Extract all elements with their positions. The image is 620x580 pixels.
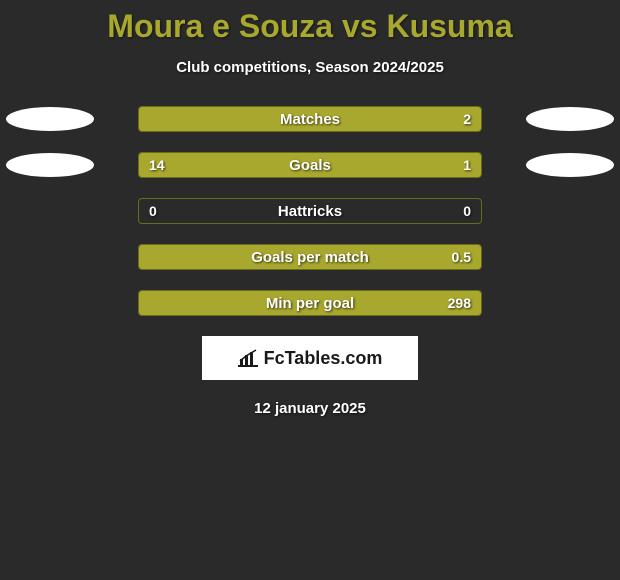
- source-logo: FcTables.com: [202, 336, 418, 380]
- stat-bar: 0 0Hattricks: [138, 198, 482, 224]
- bar-fill-left: [139, 153, 399, 177]
- stat-value-right: 1: [463, 153, 471, 177]
- stat-row: 298Min per goal: [0, 290, 620, 316]
- date-label: 12 january 2025: [0, 400, 620, 417]
- stat-value-right: 0.5: [452, 245, 471, 269]
- player-right-icon: [520, 153, 620, 177]
- stat-value-right: 0: [463, 199, 471, 223]
- stat-bar: 141Goals: [138, 152, 482, 178]
- stat-value-left: 14: [149, 153, 165, 177]
- stat-value-right: 2: [463, 107, 471, 131]
- page-title: Moura e Souza vs Kusuma: [0, 8, 620, 45]
- stat-row: 141Goals: [0, 152, 620, 178]
- logo-text: FcTables.com: [264, 348, 383, 369]
- stat-value-left: 0: [149, 199, 157, 223]
- ellipse-icon: [6, 107, 94, 131]
- stats-rows: 2Matches141Goals00Hattricks0.5Goals per …: [0, 106, 620, 316]
- bar-fill-left: [139, 107, 481, 131]
- stat-row: 0 0Hattricks: [0, 198, 620, 224]
- stat-row: 2Matches: [0, 106, 620, 132]
- stat-bar: 298Min per goal: [138, 290, 482, 316]
- ellipse-icon: [526, 107, 614, 131]
- ellipse-icon: [6, 153, 94, 177]
- stat-label: Hattricks: [139, 199, 481, 223]
- stat-row: 0.5Goals per match: [0, 244, 620, 270]
- stat-bar: 0.5Goals per match: [138, 244, 482, 270]
- bar-chart-icon: [238, 349, 258, 367]
- player-left-icon: [0, 107, 100, 131]
- stat-value-right: 298: [448, 291, 471, 315]
- bar-fill-left: [139, 245, 481, 269]
- ellipse-icon: [526, 153, 614, 177]
- subtitle: Club competitions, Season 2024/2025: [0, 59, 620, 76]
- player-right-icon: [520, 107, 620, 131]
- bar-fill-left: [139, 291, 481, 315]
- stat-bar: 2Matches: [138, 106, 482, 132]
- comparison-infographic: Moura e Souza vs Kusuma Club competition…: [0, 0, 620, 417]
- player-left-icon: [0, 153, 100, 177]
